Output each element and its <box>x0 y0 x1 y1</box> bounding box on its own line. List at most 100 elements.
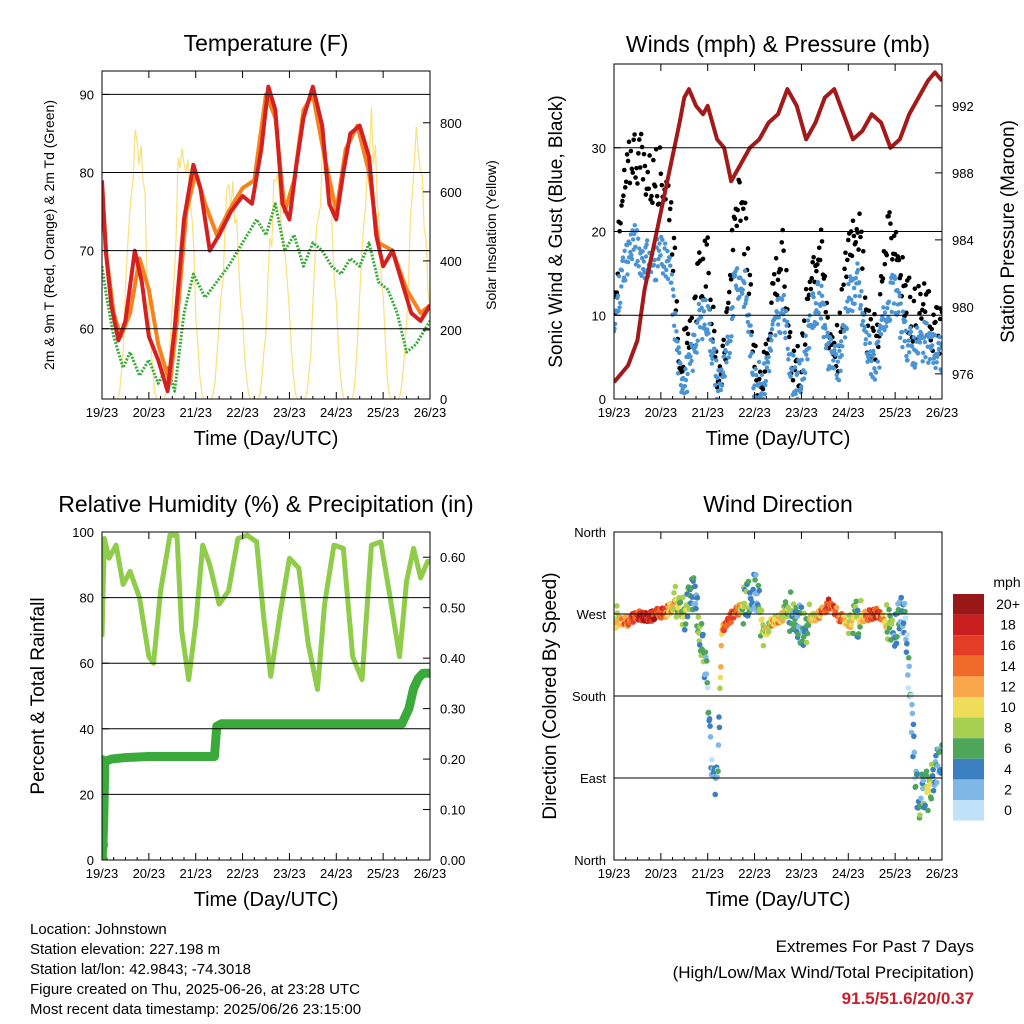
x-tick-label: 24/23 <box>832 405 865 420</box>
gust-point <box>837 310 843 316</box>
wind-point <box>655 264 661 269</box>
direction-point <box>880 611 886 618</box>
wind-point <box>828 337 834 342</box>
y-axis-label: Direction (Colored By Speed) <box>540 572 561 819</box>
direction-point <box>712 791 719 798</box>
wind-point <box>701 309 707 314</box>
wind-point <box>737 294 742 300</box>
gust-point <box>670 268 676 274</box>
wind-point <box>699 305 704 311</box>
gust-point <box>658 171 664 177</box>
y-right-axis-label: Station Pressure (Maroon) <box>998 120 1019 343</box>
extremes-title: Extremes For Past 7 Days <box>775 937 974 956</box>
wind-point <box>840 344 845 349</box>
gust-point <box>706 270 711 276</box>
direction-point <box>673 614 680 620</box>
wind-point <box>846 281 851 287</box>
wind-point <box>743 301 748 306</box>
wind-point <box>625 259 631 265</box>
direction-point <box>938 748 942 755</box>
wind-point <box>728 338 733 344</box>
gust-point <box>850 218 856 224</box>
gust-point <box>787 329 793 335</box>
wind-point <box>896 290 902 295</box>
wind-point <box>632 231 637 237</box>
gust-point <box>726 300 731 306</box>
direction-point <box>704 680 711 686</box>
gust-point <box>937 316 942 322</box>
series-total-precipitation <box>102 668 430 860</box>
x-tick-label: 19/23 <box>86 866 119 881</box>
wind-point <box>635 236 641 241</box>
wind-point <box>834 372 839 377</box>
extremes-subtitle: (High/Low/Max Wind/Total Precipitation) <box>672 963 974 982</box>
gust-point <box>782 284 787 289</box>
wind-point <box>816 310 821 316</box>
direction-point <box>910 753 916 760</box>
gust-point <box>845 257 850 263</box>
x-axis-label: Time (Day/UTC) <box>194 428 339 450</box>
direction-point <box>905 685 912 691</box>
solar-series <box>351 107 392 399</box>
wind-point <box>776 315 781 320</box>
direction-point <box>898 594 905 601</box>
gust-point <box>669 252 675 257</box>
wind-point <box>722 353 727 359</box>
solar-series <box>398 126 430 399</box>
gust-point <box>654 193 660 199</box>
direction-point <box>908 692 914 699</box>
y-right-tick-label: 980 <box>952 300 974 315</box>
gust-point <box>779 240 785 245</box>
wind-point <box>907 350 912 355</box>
direction-point <box>845 630 852 637</box>
series-2m-t <box>102 84 430 394</box>
direction-point <box>718 642 725 649</box>
solar-series <box>304 140 345 399</box>
gust-point <box>702 238 708 244</box>
x-tick-label: 22/23 <box>738 866 771 881</box>
wind-point <box>878 331 884 337</box>
x-tick-label: 19/23 <box>86 405 119 420</box>
wind-points <box>614 222 942 399</box>
direction-point <box>718 664 724 670</box>
gust-point <box>893 229 899 235</box>
x-tick-label: 21/23 <box>691 866 724 881</box>
wind-point <box>664 267 669 273</box>
wind-point <box>863 337 869 342</box>
wind-point <box>741 304 747 310</box>
direction-point <box>930 766 936 773</box>
y-right-tick-label: 600 <box>440 185 462 200</box>
gust-point <box>626 139 632 145</box>
wind-point <box>660 271 666 276</box>
wind-point <box>873 370 879 375</box>
gust-point <box>619 203 624 208</box>
wind-point <box>719 383 725 388</box>
wind-point <box>926 360 931 365</box>
wind-point <box>768 333 773 339</box>
chart-title: Temperature (F) <box>184 30 349 56</box>
wind-point <box>822 322 828 328</box>
gust-point <box>636 151 641 156</box>
gust-point <box>771 281 776 286</box>
y-right-tick-label: 988 <box>952 166 974 181</box>
direction-point <box>804 630 811 637</box>
direction-point <box>925 807 931 814</box>
y-tick-label: South <box>572 689 606 704</box>
wind-point <box>682 383 688 389</box>
wind-point <box>814 321 820 326</box>
x-tick-label: 20/23 <box>133 405 166 420</box>
wind-point <box>922 339 928 345</box>
chart-winds: 19/23 20/23 21/23 22/23 23/23 24/23 25/23 26/23… <box>546 31 1019 450</box>
chart-temperature: 19/23 20/23 21/23 22/23 23/23 24/23 25/23 26/23… <box>41 30 499 450</box>
wind-point <box>871 348 876 354</box>
gust-point <box>620 198 625 204</box>
wind-point <box>917 340 923 345</box>
colorbar-label: 8 <box>1004 720 1012 736</box>
gust-point <box>862 295 868 300</box>
gust-point <box>929 326 934 332</box>
gust-point <box>825 315 830 320</box>
gust-point <box>728 277 734 282</box>
gust-point <box>921 281 927 286</box>
wind-point <box>707 321 712 327</box>
